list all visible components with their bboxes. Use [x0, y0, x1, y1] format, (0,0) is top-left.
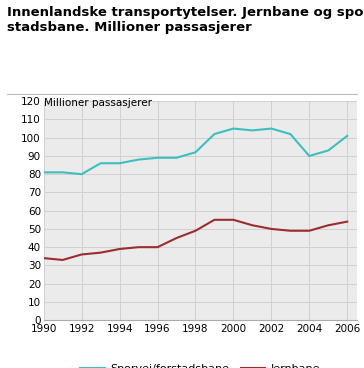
Text: Millioner passasjerer: Millioner passasjerer	[44, 98, 152, 107]
Sporvei/forstadsbane	[193, 150, 198, 155]
Jernbane	[326, 223, 331, 227]
Jernbane	[193, 229, 198, 233]
Sporvei/forstadsbane	[174, 156, 179, 160]
Jernbane	[155, 245, 160, 250]
Jernbane	[174, 236, 179, 240]
Sporvei/forstadsbane	[41, 170, 46, 174]
Sporvei/forstadsbane	[326, 148, 331, 153]
Jernbane	[79, 252, 84, 257]
Jernbane	[250, 223, 254, 227]
Jernbane	[117, 247, 122, 251]
Jernbane	[307, 229, 312, 233]
Sporvei/forstadsbane	[307, 154, 312, 158]
Jernbane	[136, 245, 141, 250]
Sporvei/forstadsbane	[212, 132, 217, 136]
Jernbane	[269, 227, 273, 231]
Jernbane	[60, 258, 65, 262]
Sporvei/forstadsbane	[98, 161, 103, 166]
Legend: Sporvei/forstadsbane, Jernbane: Sporvei/forstadsbane, Jernbane	[76, 360, 324, 368]
Jernbane	[41, 256, 46, 260]
Sporvei/forstadsbane	[60, 170, 65, 174]
Jernbane	[212, 217, 217, 222]
Sporvei/forstadsbane	[79, 172, 84, 176]
Sporvei/forstadsbane	[269, 126, 273, 131]
Line: Sporvei/forstadsbane: Sporvei/forstadsbane	[44, 128, 347, 174]
Sporvei/forstadsbane	[155, 156, 160, 160]
Sporvei/forstadsbane	[288, 132, 293, 136]
Jernbane	[345, 219, 349, 224]
Jernbane	[288, 229, 293, 233]
Jernbane	[231, 217, 236, 222]
Sporvei/forstadsbane	[345, 134, 349, 138]
Jernbane	[98, 251, 103, 255]
Text: Innenlandske transportytelser. Jernbane og sporvei/for-
stadsbane. Millioner pas: Innenlandske transportytelser. Jernbane …	[7, 6, 364, 33]
Line: Jernbane: Jernbane	[44, 220, 347, 260]
Sporvei/forstadsbane	[231, 126, 236, 131]
Sporvei/forstadsbane	[136, 158, 141, 162]
Sporvei/forstadsbane	[117, 161, 122, 166]
Sporvei/forstadsbane	[250, 128, 254, 132]
